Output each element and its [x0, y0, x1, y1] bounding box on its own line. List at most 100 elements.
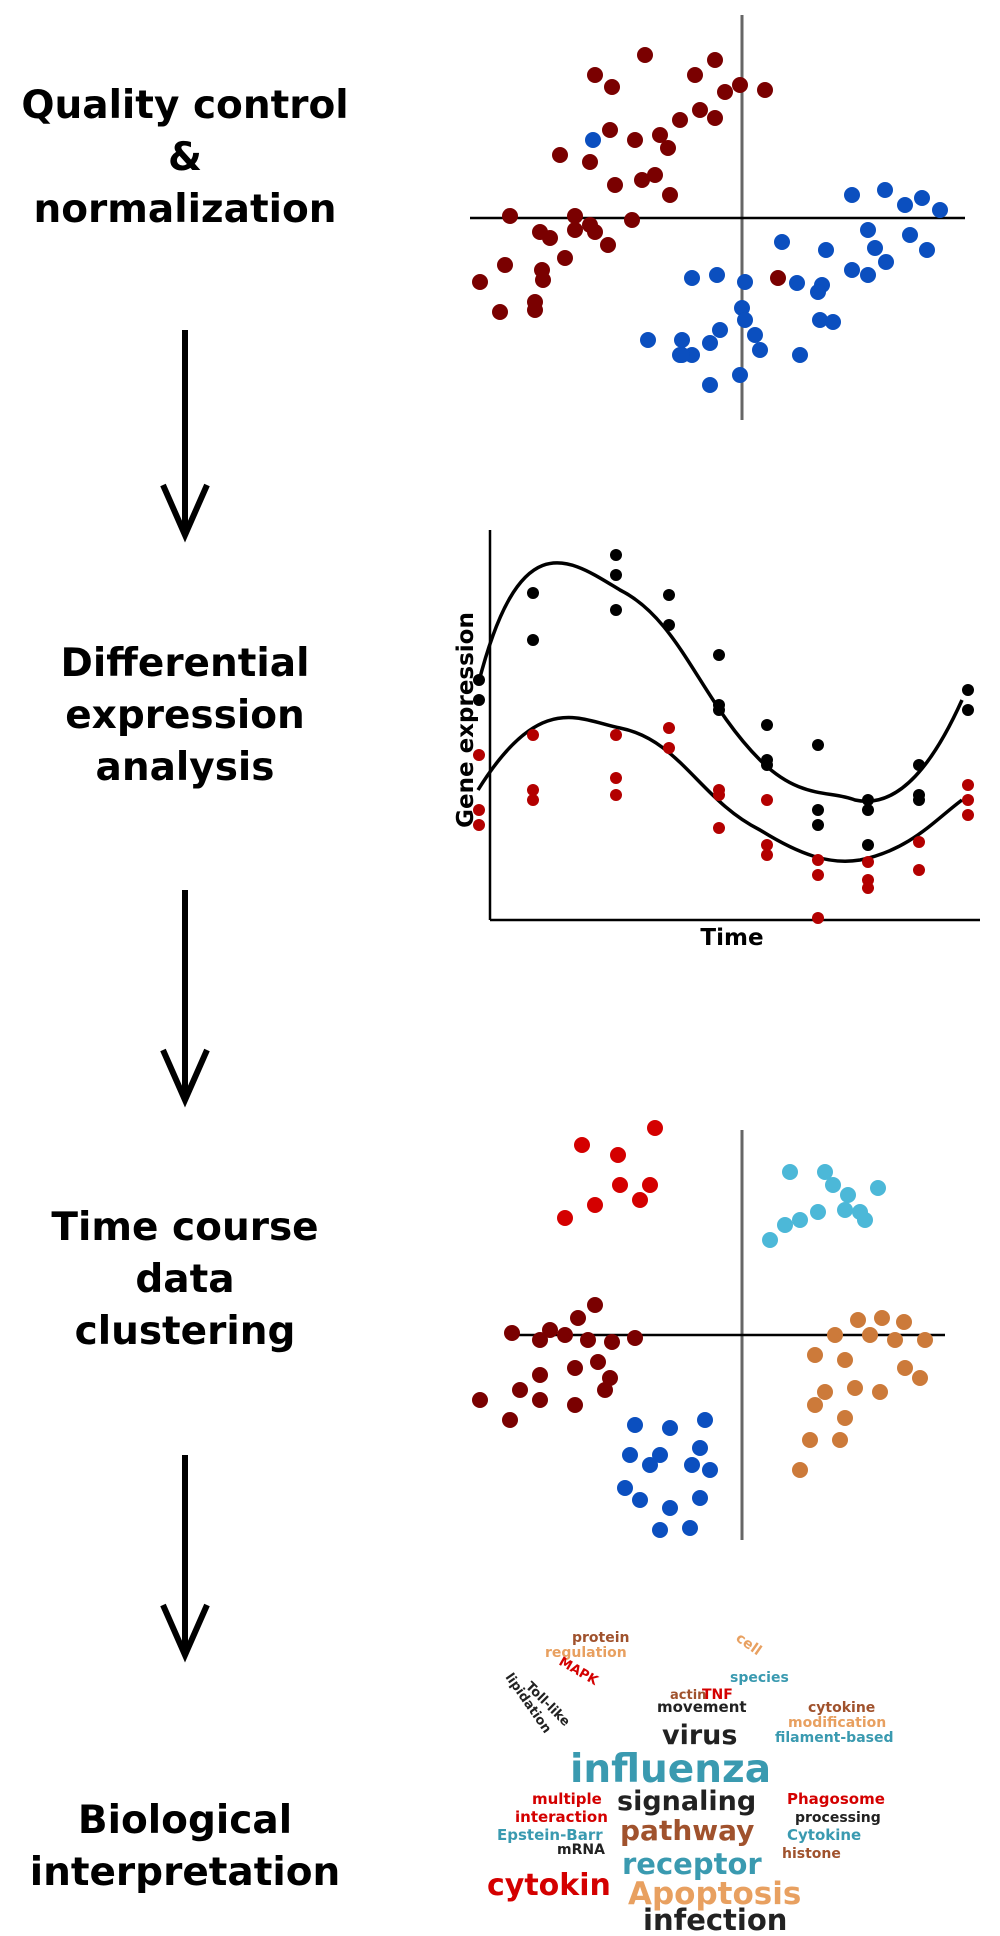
cluster-point-bright-red: [632, 1192, 648, 1208]
cluster-point-dark-red: [472, 1392, 488, 1408]
qc-point-blue: [812, 312, 828, 328]
cluster-point-orange: [807, 1397, 823, 1413]
cluster-point-dark-red: [580, 1332, 596, 1348]
arrow-down-1: [160, 330, 210, 543]
qc-point-red: [567, 208, 583, 224]
cluster-point-blue: [692, 1490, 708, 1506]
qc-point-red: [692, 102, 708, 118]
cluster-point-blue: [652, 1522, 668, 1538]
qc-point-red: [662, 187, 678, 203]
step-label-biological-interpretation: Biological interpretation: [0, 1795, 370, 1899]
cluster-point-blue: [632, 1492, 648, 1508]
qc-point-blue: [674, 347, 690, 363]
qc-point-red: [532, 224, 548, 240]
qc-point-red: [770, 270, 786, 286]
qc-point-red: [634, 172, 650, 188]
black-data-point: [913, 759, 925, 771]
cluster-point-dark-red: [512, 1382, 528, 1398]
cluster-point-dark-red: [602, 1370, 618, 1386]
cluster-point-blue: [622, 1447, 638, 1463]
cluster-point-light-blue: [870, 1180, 886, 1196]
cloud-word: Cytokine: [787, 1826, 861, 1844]
qc-point-red: [707, 52, 723, 68]
red-data-point: [962, 809, 974, 821]
black-fit-curve: [476, 561, 964, 803]
arrow-down-2: [160, 890, 210, 1108]
qc-point-red: [492, 304, 508, 320]
cluster-point-dark-red: [542, 1322, 558, 1338]
red-data-point: [862, 856, 874, 868]
cluster-point-blue: [682, 1520, 698, 1536]
cloud-word: actin: [670, 1688, 706, 1703]
cluster-point-dark-red: [557, 1327, 573, 1343]
step-label-line: Biological: [77, 1798, 293, 1843]
qc-point-blue: [674, 332, 690, 348]
qc-point-blue: [702, 335, 718, 351]
qc-point-red: [497, 257, 513, 273]
cluster-point-light-blue: [837, 1202, 853, 1218]
cluster-point-blue: [697, 1412, 713, 1428]
qc-point-blue: [810, 284, 826, 300]
cluster-point-orange: [792, 1462, 808, 1478]
step-label-line: clustering: [74, 1309, 296, 1354]
cluster-point-orange: [897, 1360, 913, 1376]
qc-point-red: [627, 132, 643, 148]
red-data-point: [812, 854, 824, 866]
red-data-point: [663, 722, 675, 734]
qc-point-blue: [902, 227, 918, 243]
qc-point-blue: [752, 342, 768, 358]
qc-point-blue: [867, 240, 883, 256]
red-data-point: [962, 794, 974, 806]
qc-point-blue: [732, 367, 748, 383]
black-data-point: [610, 549, 622, 561]
qc-point-red: [607, 177, 623, 193]
cluster-point-dark-red: [597, 1382, 613, 1398]
red-data-point: [527, 784, 539, 796]
red-data-point: [812, 869, 824, 881]
red-data-point: [663, 742, 675, 754]
cluster-point-bright-red: [587, 1197, 603, 1213]
qc-point-blue: [712, 322, 728, 338]
qc-point-red: [502, 208, 518, 224]
qc-point-red: [652, 127, 668, 143]
step-label-line: Time course: [51, 1205, 319, 1250]
qc-point-blue: [825, 314, 841, 330]
black-data-point: [473, 674, 485, 686]
cluster-point-blue: [617, 1480, 633, 1496]
red-data-point: [527, 794, 539, 806]
black-data-point: [862, 794, 874, 806]
qc-point-blue: [734, 300, 750, 316]
qc-point-blue: [818, 242, 834, 258]
qc-point-red: [600, 237, 616, 253]
black-data-point: [527, 634, 539, 646]
cluster-point-light-blue: [857, 1212, 873, 1228]
cluster-point-orange: [917, 1332, 933, 1348]
black-data-point: [761, 719, 773, 731]
qc-point-blue: [640, 332, 656, 348]
cluster-point-bright-red: [612, 1177, 628, 1193]
qc-scatter-plot: [470, 15, 965, 420]
red-data-point: [610, 772, 622, 784]
cluster-point-orange: [802, 1432, 818, 1448]
cluster-point-light-blue: [817, 1164, 833, 1180]
black-data-point: [812, 819, 824, 831]
red-data-point: [473, 819, 485, 831]
cloud-word: influenza: [570, 1747, 771, 1792]
black-data-point: [962, 684, 974, 696]
cloud-word: protein: [572, 1630, 630, 1646]
step-label-line: normalization: [33, 187, 337, 232]
red-fit-curve: [476, 715, 964, 863]
cloud-word: modification: [788, 1715, 886, 1731]
red-data-point: [862, 882, 874, 894]
step-label-line: Differential: [60, 641, 310, 686]
cluster-point-dark-red: [567, 1397, 583, 1413]
red-data-point: [913, 836, 925, 848]
cluster-point-orange: [850, 1312, 866, 1328]
cluster-point-orange: [837, 1352, 853, 1368]
black-data-point: [962, 704, 974, 716]
qc-point-blue: [789, 275, 805, 291]
black-data-point: [663, 589, 675, 601]
qc-point-red: [552, 147, 568, 163]
qc-point-red: [660, 140, 676, 156]
